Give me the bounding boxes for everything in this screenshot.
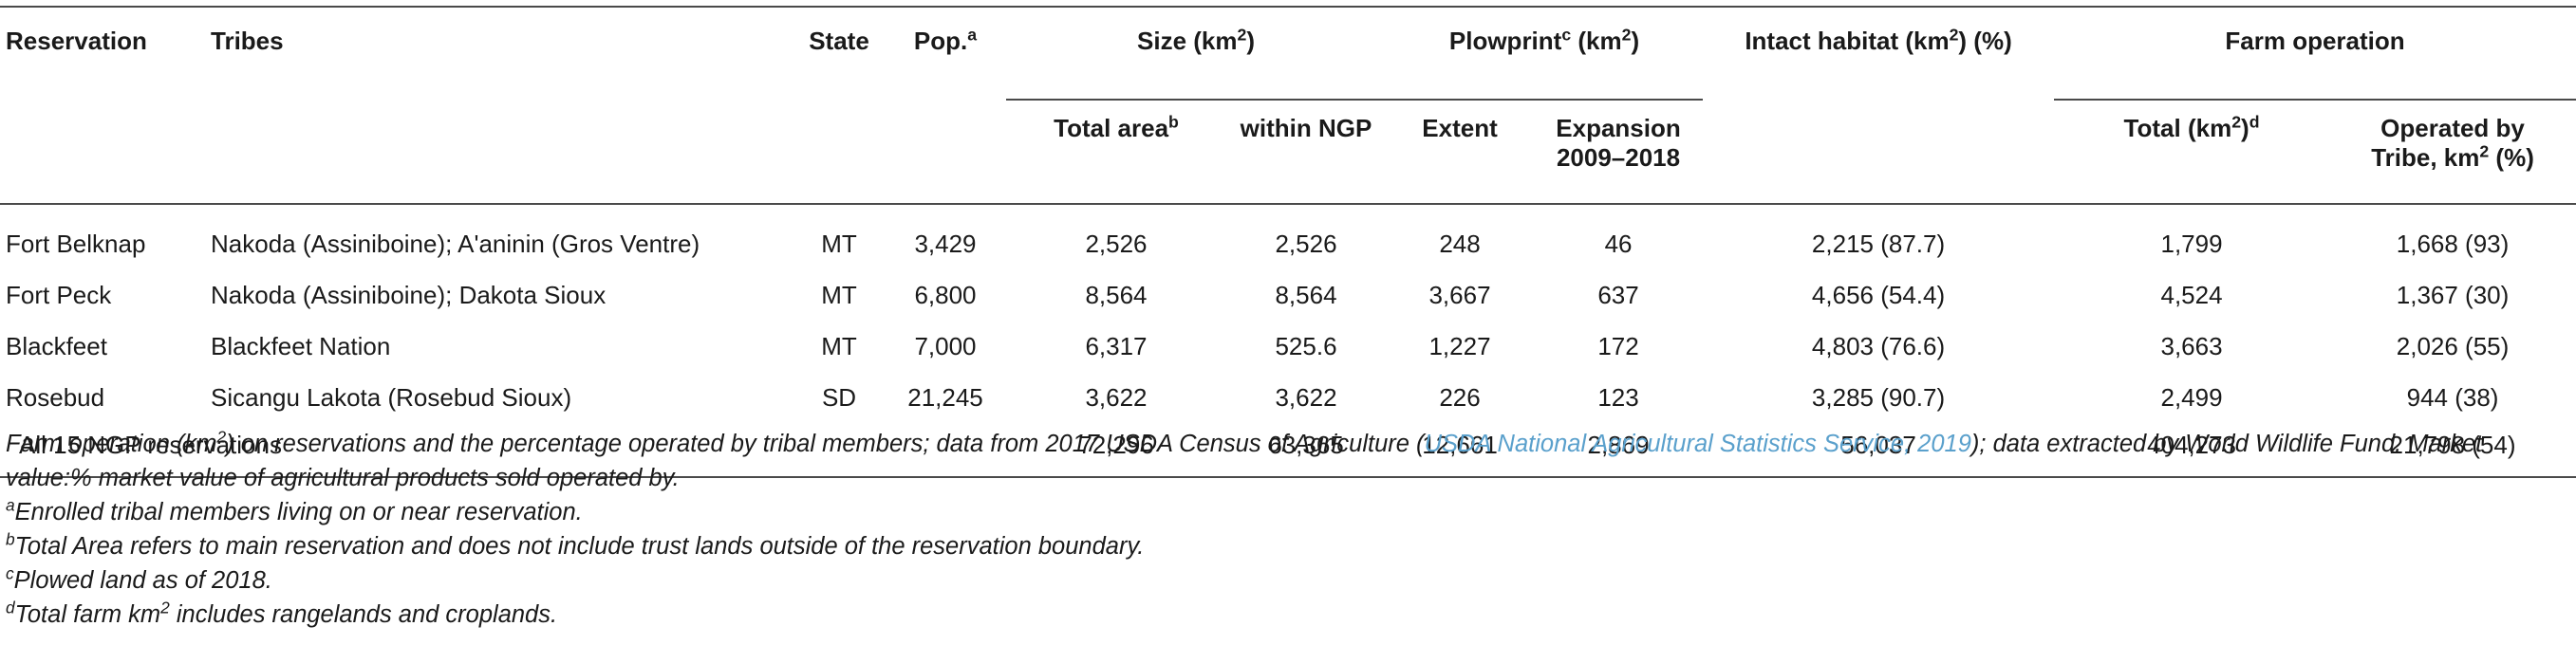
header-farm-operation: Farm operation <box>2054 6 2576 101</box>
table-row: Blackfeet Blackfeet Nation MT 7,000 6,31… <box>0 322 2576 374</box>
header-total-area: Total areab <box>1006 100 1226 205</box>
total-extent: 12,661 <box>1386 425 1535 478</box>
cell-tribes: Blackfeet Nation <box>211 332 391 360</box>
table-footnotes: Farm operation (km2) on reservations and… <box>6 427 2568 632</box>
total-intact: 56,037 <box>1703 425 2055 478</box>
footnote-b: bTotal Area refers to main reservation a… <box>6 529 1145 560</box>
total-farm-total: 404,273 <box>2054 425 2330 478</box>
total-total-area: 72,296 <box>1006 425 1226 478</box>
header-pop: Pop.a <box>885 6 1006 100</box>
total-operated: 21,798 (54) <box>2329 425 2576 478</box>
cell-intact: 4,656 (54.4) <box>1811 281 1946 309</box>
cell-expansion: 46 <box>1604 230 1633 258</box>
header-reservation: Reservation <box>0 6 211 100</box>
header-operated-by-tribe: Operated by Tribe, km2 (%) <box>2329 100 2576 205</box>
cell-extent: 248 <box>1439 230 1481 258</box>
cell-pop: 3,429 <box>914 230 977 258</box>
cell-tribes: Nakoda (Assiniboine); Dakota Sioux <box>211 281 607 309</box>
cell-farm-total: 3,663 <box>2160 332 2223 360</box>
total-within-ngp: 63,365 <box>1226 425 1387 478</box>
total-expansion: 2,869 <box>1534 425 1704 478</box>
cell-operated: 1,668 (93) <box>2396 230 2510 258</box>
cell-pop: 6,800 <box>914 281 977 309</box>
cell-state: MT <box>821 332 857 360</box>
header-size: Size (km2) <box>1006 6 1387 101</box>
header-plowprint: Plowprintc (km2) <box>1386 6 1704 101</box>
cell-state: MT <box>821 281 857 309</box>
cell-expansion: 637 <box>1597 281 1639 309</box>
cell-operated: 2,026 (55) <box>2396 332 2510 360</box>
table-row: Rosebud Sicangu Lakota (Rosebud Sioux) S… <box>0 374 2576 425</box>
cell-within-ngp: 2,526 <box>1275 230 1337 258</box>
cell-within-ngp: 8,564 <box>1275 281 1337 309</box>
cell-state: MT <box>821 230 857 258</box>
header-farm-total: Total (km2)d <box>2054 100 2330 205</box>
citation-link[interactable]: USDA National Agricultural Statistics Se… <box>1424 431 1971 457</box>
cell-extent: 3,667 <box>1428 281 1491 309</box>
cell-reservation: Fort Belknap <box>6 230 146 258</box>
cell-within-ngp: 525.6 <box>1275 332 1337 360</box>
cell-farm-total: 2,499 <box>2160 383 2223 412</box>
cell-within-ngp: 3,622 <box>1275 383 1337 412</box>
header-extent: Extent <box>1386 100 1535 205</box>
cell-tribes: Nakoda (Assiniboine); A'aninin (Gros Ven… <box>211 230 700 258</box>
table-row: Fort Belknap Nakoda (Assiniboine); A'ani… <box>0 204 2576 271</box>
reservations-table: Reservation Tribes State Pop.a Size (km2… <box>0 6 2576 478</box>
cell-total-area: 6,317 <box>1085 332 1148 360</box>
header-intact-habitat: Intact habitat (km2) (%) <box>1703 6 2055 100</box>
cell-total-area: 8,564 <box>1085 281 1148 309</box>
table-row: Fort Peck Nakoda (Assiniboine); Dakota S… <box>0 271 2576 322</box>
header-expansion: Expansion 2009–2018 <box>1534 100 1704 205</box>
cell-reservation: Blackfeet <box>6 332 107 360</box>
header-tribes: Tribes <box>211 6 793 100</box>
cell-operated: 1,367 (30) <box>2396 281 2510 309</box>
footnote-d: dTotal farm km2 includes rangelands and … <box>6 598 558 628</box>
cell-extent: 226 <box>1439 383 1481 412</box>
cell-operated: 944 (38) <box>2406 383 2499 412</box>
cell-intact: 4,803 (76.6) <box>1811 332 1946 360</box>
cell-pop: 21,245 <box>907 383 983 412</box>
cell-farm-total: 1,799 <box>2160 230 2223 258</box>
cell-reservation: Fort Peck <box>6 281 112 309</box>
header-within-ngp: within NGP <box>1226 100 1387 205</box>
cell-intact: 2,215 (87.7) <box>1811 230 1946 258</box>
total-row: All 15 NGP reservations 72,296 63,365 12… <box>0 425 2576 478</box>
cell-expansion: 172 <box>1597 332 1639 360</box>
header-state: State <box>793 6 885 100</box>
cell-state: SD <box>821 383 857 412</box>
footnote-c: cPlowed land as of 2018. <box>6 563 272 594</box>
cell-tribes: Sicangu Lakota (Rosebud Sioux) <box>211 383 572 412</box>
footnote-main: Farm operation (km2) on reservations and… <box>6 427 2483 491</box>
cell-pop: 7,000 <box>914 332 977 360</box>
cell-expansion: 123 <box>1597 383 1639 412</box>
cell-intact: 3,285 (90.7) <box>1811 383 1946 412</box>
cell-total-area: 3,622 <box>1085 383 1148 412</box>
cell-total-area: 2,526 <box>1085 230 1148 258</box>
footnote-a: aEnrolled tribal members living on or ne… <box>6 495 583 525</box>
cell-extent: 1,227 <box>1428 332 1491 360</box>
total-row-label: All 15 NGP reservations <box>0 425 1006 478</box>
cell-reservation: Rosebud <box>6 383 105 412</box>
cell-farm-total: 4,524 <box>2160 281 2223 309</box>
